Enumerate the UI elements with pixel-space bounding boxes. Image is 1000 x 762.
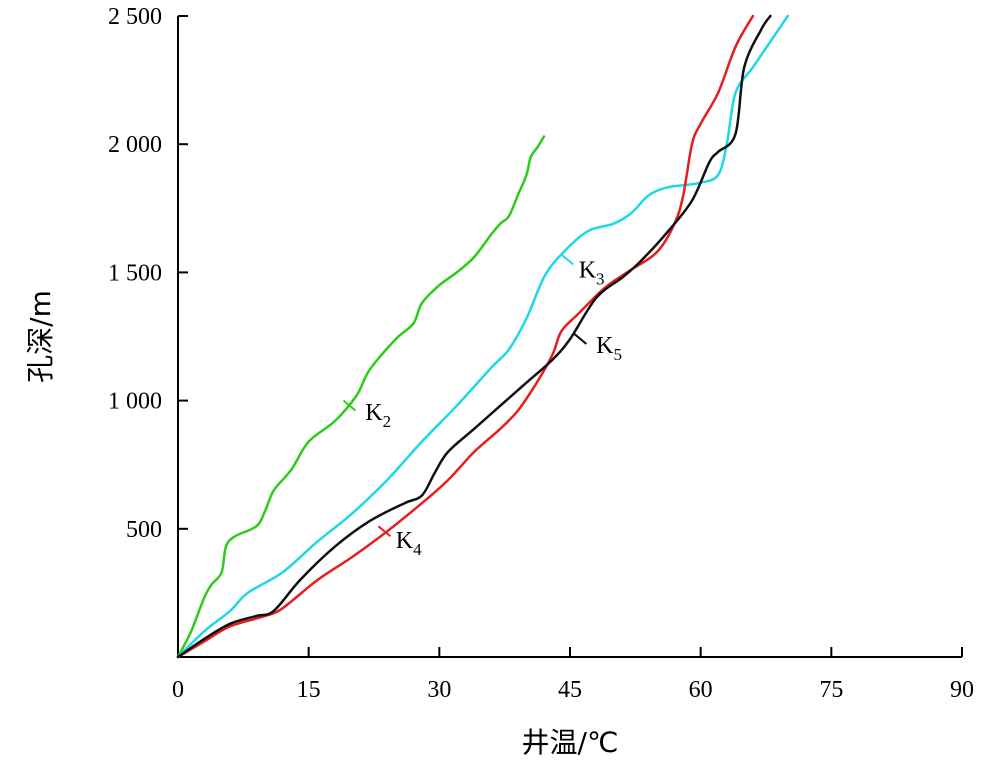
series-label-k2: K2	[365, 400, 391, 431]
x-tick-label: 75	[819, 677, 843, 703]
series-label-subscript: 3	[596, 270, 605, 289]
y-tick-label: 2 500	[108, 4, 162, 30]
series-label-main: K	[596, 333, 614, 359]
x-tick-label: 90	[950, 677, 974, 703]
series-group	[176, 14, 790, 659]
x-tick-label: 60	[689, 677, 713, 703]
series-label-subscript: 4	[413, 540, 422, 559]
series-line-k2	[176, 135, 546, 659]
x-axis-title: 井温/℃	[522, 726, 619, 759]
series-label-k3: K3	[579, 258, 605, 289]
series-line-k3	[176, 14, 790, 659]
x-tick-label: 45	[558, 677, 582, 703]
series-label-main: K	[579, 258, 597, 284]
series-label-main: K	[396, 528, 414, 554]
y-tick-label: 500	[126, 517, 162, 543]
y-tick-label: 1 500	[108, 260, 162, 286]
x-tick-label: 30	[427, 677, 451, 703]
series-line-k5	[176, 14, 772, 659]
series-label-k4: K4	[396, 528, 422, 559]
series-label-main: K	[365, 400, 383, 426]
series-label-subscript: 5	[613, 345, 622, 364]
leader-line-k5	[573, 333, 587, 345]
x-tick-label: 15	[297, 677, 321, 703]
leader-line-k3	[560, 253, 574, 266]
y-tick-label: 1 000	[108, 389, 162, 415]
series-line-k4	[176, 14, 755, 659]
leader-line-k4	[377, 525, 391, 538]
y-tick-label: 2 000	[108, 132, 162, 158]
series-label-k5: K5	[596, 333, 622, 364]
leader-line-k2	[342, 399, 357, 412]
y-axis-title: 孔深/m	[24, 290, 57, 383]
x-tick-label: 0	[172, 677, 184, 703]
series-label-subscript: 2	[383, 412, 392, 431]
